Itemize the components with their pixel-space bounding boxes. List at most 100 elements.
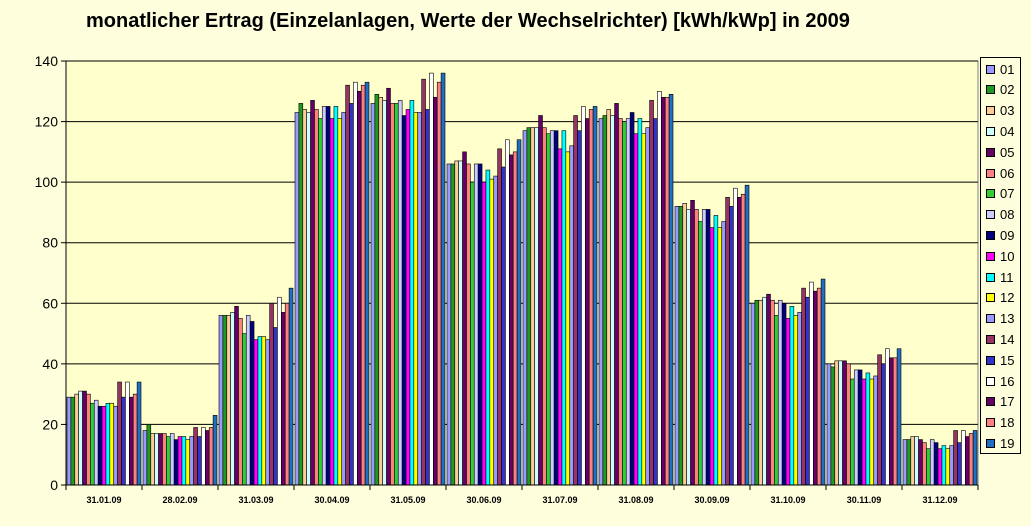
bar-01-5: [446, 163, 452, 486]
x-tick-label: 31.07.09: [542, 495, 577, 505]
bar-15-2: [273, 327, 278, 486]
bar-07-4: [394, 103, 399, 486]
legend-item: 01: [986, 62, 1014, 77]
bar-18-7: [664, 97, 670, 486]
bar-05-2: [234, 306, 239, 486]
bar-19-0: [136, 381, 142, 486]
bar-12-11: [945, 448, 951, 486]
bar-11-2: [257, 336, 263, 486]
x-tick-label: 30.06.09: [466, 495, 501, 505]
bar-04-0: [78, 390, 83, 486]
bar-19-6: [592, 106, 598, 486]
bar-06-5: [466, 163, 471, 486]
bar-05-1: [158, 433, 163, 486]
bar-07-8: [698, 221, 703, 486]
bar-06-0: [86, 393, 91, 486]
bar-16-3: [353, 81, 358, 486]
bar-12-2: [261, 336, 267, 486]
bar-16-5: [505, 139, 510, 486]
legend-swatch: [986, 251, 995, 261]
bar-02-3: [298, 103, 304, 486]
legend-swatch: [986, 106, 995, 116]
bar-18-5: [512, 151, 518, 486]
bar-18-2: [284, 302, 290, 486]
bar-11-10: [865, 372, 871, 486]
bar-11-5: [485, 169, 491, 486]
bar-17-2: [281, 312, 286, 486]
legend-swatch: [986, 376, 995, 386]
bar-09-4: [401, 115, 407, 486]
bar-10-8: [709, 227, 715, 486]
bar-14-6: [573, 115, 578, 486]
x-tick-label: 31.03.09: [238, 495, 273, 505]
legend-label: 14: [1000, 331, 1015, 347]
bar-15-0: [121, 396, 126, 486]
bar-11-4: [409, 100, 415, 486]
bar-18-10: [892, 357, 898, 486]
bar-03-3: [302, 109, 307, 486]
legend-swatch: [986, 85, 995, 95]
bar-03-9: [758, 299, 763, 486]
bar-09-7: [629, 112, 635, 486]
bar-16-0: [125, 381, 130, 486]
bar-10-2: [253, 339, 259, 486]
bar-11-0: [105, 402, 111, 486]
bar-01-10: [826, 363, 832, 486]
axes: 0 20 40 60 80 100 120 140 31.01.09 28.02.09 31.03.…: [35, 53, 979, 505]
legend-label: 15: [1000, 352, 1015, 368]
bar-02-2: [222, 315, 228, 486]
x-tick-label: 30.09.09: [694, 495, 729, 505]
bar-17-4: [433, 97, 438, 486]
bar-09-11: [933, 442, 939, 486]
legend-label: 12: [1000, 290, 1015, 306]
bar-03-6: [530, 127, 535, 486]
bar-03-8: [682, 203, 687, 486]
bar-14-2: [269, 302, 274, 486]
bar-08-2: [245, 315, 251, 486]
bar-05-7: [614, 103, 619, 486]
y-tick-label: 0: [50, 477, 58, 493]
bar-10-1: [177, 436, 183, 486]
y-tick-label: 20: [42, 416, 58, 432]
bar-07-0: [90, 402, 95, 486]
bar-07-6: [546, 133, 551, 486]
bar-08-1: [169, 433, 175, 486]
bar-08-8: [701, 209, 707, 486]
bar-16-4: [429, 72, 434, 486]
bar-17-11: [965, 436, 970, 486]
bar-13-5: [493, 175, 498, 486]
legend-swatch: [986, 334, 995, 344]
bar-01-9: [750, 302, 756, 486]
legend-swatch: [986, 168, 995, 178]
legend-item: 17: [986, 394, 1015, 410]
bar-11-1: [181, 436, 187, 486]
bar-02-10: [830, 366, 836, 486]
legend-label: 17: [1000, 394, 1015, 410]
bar-09-2: [249, 321, 255, 486]
bar-01-8: [674, 206, 680, 486]
bar-15-10: [881, 363, 886, 486]
y-tick-label: 100: [35, 174, 59, 190]
x-tick-label: 31.12.09: [922, 495, 957, 505]
bar-10-3: [329, 118, 335, 486]
bar-10-11: [937, 448, 943, 486]
y-tick-label: 120: [35, 114, 59, 130]
legend-label: 19: [1000, 435, 1015, 451]
legend-item: 18: [986, 415, 1014, 430]
legend-label: 05: [1000, 144, 1015, 160]
x-tick-label: 31.01.09: [86, 495, 121, 505]
bar-02-6: [526, 127, 532, 486]
bar-19-8: [744, 184, 750, 486]
bar-18-0: [132, 393, 138, 486]
bar-18-3: [360, 84, 366, 486]
bar-10-7: [633, 133, 639, 486]
legend-item: 06: [986, 165, 1015, 181]
bar-08-11: [929, 439, 935, 486]
bar-19-7: [668, 94, 674, 486]
bar-01-6: [522, 130, 528, 486]
bar-04-1: [154, 433, 159, 486]
legend-label: 06: [1000, 165, 1015, 181]
bar-14-11: [953, 430, 958, 486]
bar-08-7: [625, 118, 631, 486]
legend-label: 04: [1000, 123, 1015, 139]
